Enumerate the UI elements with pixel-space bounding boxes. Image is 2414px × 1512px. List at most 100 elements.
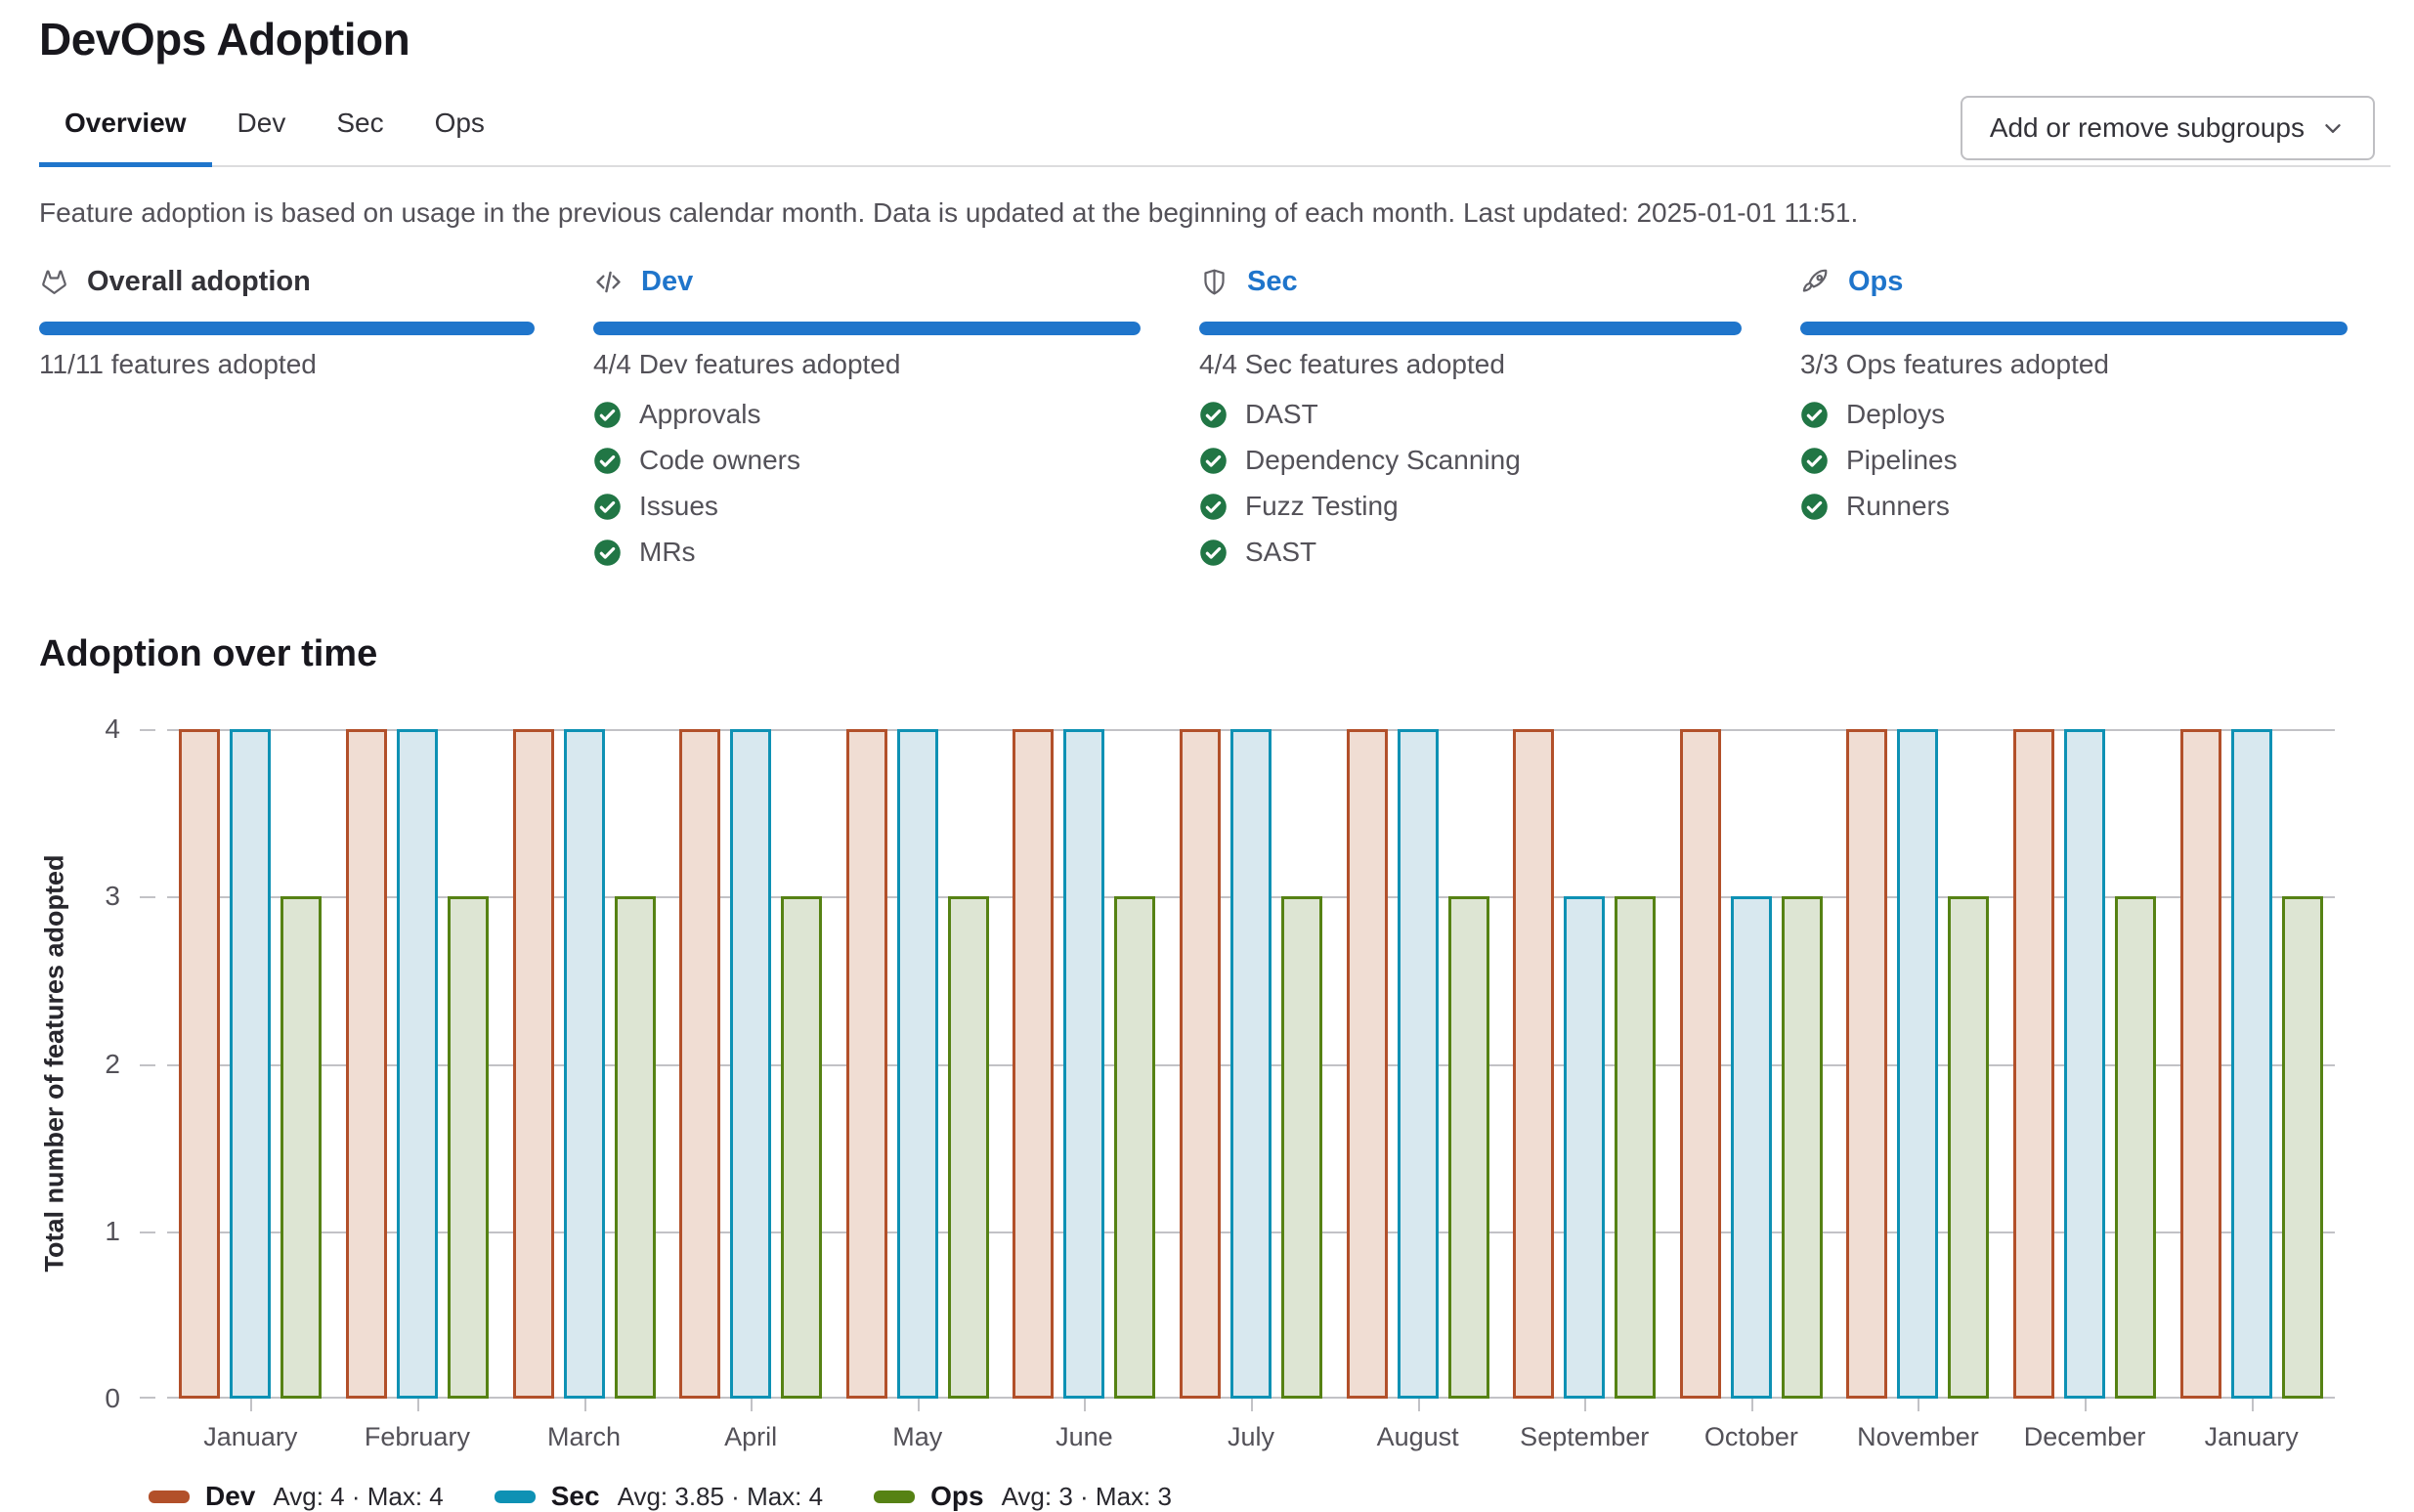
y-axis-label-1: 1 bbox=[105, 1215, 120, 1246]
bar-ops-8-september[interactable] bbox=[1615, 896, 1657, 1399]
y-axis-label-2: 2 bbox=[105, 1048, 120, 1079]
adoption-progress-fill bbox=[1800, 322, 2348, 335]
bar-sec-3-april[interactable] bbox=[730, 729, 772, 1399]
x-axis-label-6-july: July bbox=[1227, 1422, 1275, 1451]
bar-dev-2-march[interactable] bbox=[512, 729, 554, 1399]
check-circle-icon bbox=[593, 401, 622, 429]
adoption-progress-fill bbox=[593, 322, 1141, 335]
x-axis-label-11-december: December bbox=[2023, 1422, 2146, 1451]
bar-sec-11-december[interactable] bbox=[2064, 729, 2106, 1399]
x-axis-label-0-january: January bbox=[203, 1422, 298, 1451]
bar-ops-4-may[interactable] bbox=[947, 896, 989, 1399]
feature-item: Code owners bbox=[593, 442, 1141, 479]
check-circle-icon bbox=[593, 493, 622, 521]
x-axis-label-8-september: September bbox=[1520, 1422, 1650, 1451]
x-axis-tick bbox=[1584, 1399, 1587, 1411]
bar-sec-12-january[interactable] bbox=[2230, 729, 2272, 1399]
check-circle-icon bbox=[593, 539, 622, 567]
add-remove-subgroups-button[interactable]: Add or remove subgroups bbox=[1960, 96, 2375, 160]
feature-label: Deploys bbox=[1846, 399, 1946, 429]
bar-dev-9-october[interactable] bbox=[1679, 729, 1721, 1399]
bar-sec-8-september[interactable] bbox=[1564, 896, 1606, 1399]
bar-dev-11-december[interactable] bbox=[2013, 729, 2055, 1399]
adoption-progress-bar bbox=[1800, 322, 2348, 335]
bar-sec-10-november[interactable] bbox=[1897, 729, 1939, 1399]
bar-ops-9-october[interactable] bbox=[1781, 896, 1823, 1399]
bar-sec-5-june[interactable] bbox=[1063, 729, 1105, 1399]
bar-dev-6-july[interactable] bbox=[1180, 729, 1221, 1399]
tab-sec[interactable]: Sec bbox=[311, 86, 409, 167]
bar-ops-3-april[interactable] bbox=[781, 896, 823, 1399]
bar-ops-0-january[interactable] bbox=[280, 896, 323, 1399]
tab-dev[interactable]: Dev bbox=[212, 86, 312, 167]
legend-series-name: Ops bbox=[930, 1481, 984, 1511]
bar-ops-1-february[interactable] bbox=[447, 896, 489, 1399]
adoption-progress-bar bbox=[1199, 322, 1742, 335]
bar-ops-10-november[interactable] bbox=[1948, 896, 1990, 1399]
tab-bar: Overview Dev Sec Ops Add or remove subgroup… bbox=[39, 86, 2391, 167]
x-axis-tick bbox=[1251, 1399, 1253, 1411]
bar-sec-2-march[interactable] bbox=[563, 729, 605, 1399]
x-axis-label-5-june: June bbox=[1056, 1422, 1113, 1451]
x-axis-tick bbox=[1750, 1399, 1753, 1411]
bar-dev-8-september[interactable] bbox=[1513, 729, 1555, 1399]
feature-list: Deploys Pipelines Runners bbox=[1800, 396, 2348, 525]
feature-label: Issues bbox=[639, 491, 718, 521]
feature-label: Fuzz Testing bbox=[1245, 491, 1399, 521]
bar-sec-4-may[interactable] bbox=[896, 729, 938, 1399]
tab-ops[interactable]: Ops bbox=[410, 86, 510, 167]
bar-dev-10-november[interactable] bbox=[1846, 729, 1888, 1399]
bar-dev-5-june[interactable] bbox=[1013, 729, 1055, 1399]
card-summary: 11/11 features adopted bbox=[39, 349, 317, 379]
bar-sec-6-july[interactable] bbox=[1230, 729, 1272, 1399]
x-axis-tick bbox=[583, 1399, 586, 1411]
bar-dev-3-april[interactable] bbox=[679, 729, 721, 1399]
bar-ops-7-august[interactable] bbox=[1447, 896, 1489, 1399]
check-circle-icon bbox=[1199, 493, 1228, 521]
bar-dev-7-august[interactable] bbox=[1346, 729, 1388, 1399]
bar-dev-0-january[interactable] bbox=[179, 729, 221, 1399]
x-axis-label-3-april: April bbox=[724, 1422, 778, 1451]
x-axis-tick bbox=[751, 1399, 754, 1411]
bar-ops-6-july[interactable] bbox=[1281, 896, 1322, 1399]
y-axis-tick bbox=[140, 1231, 155, 1233]
legend-item-ops[interactable]: Ops Avg: 3 · Max: 3 bbox=[874, 1481, 1172, 1512]
bar-ops-5-june[interactable] bbox=[1114, 896, 1156, 1399]
legend-item-sec[interactable]: Sec Avg: 3.85 · Max: 4 bbox=[494, 1481, 824, 1512]
bar-dev-12-january[interactable] bbox=[2179, 729, 2221, 1399]
feature-label: Approvals bbox=[639, 399, 761, 429]
feature-adoption-info-text: Feature adoption is based on usage in th… bbox=[39, 197, 1859, 228]
adoption-card-dev: Dev 4/4 Dev features adopted Approvals Code… bbox=[593, 265, 1141, 580]
chart-y-axis-title: Total number of features adopted bbox=[39, 854, 69, 1273]
card-title-dev[interactable]: Dev bbox=[641, 265, 694, 297]
legend-series-name: Dev bbox=[205, 1481, 256, 1511]
y-axis-label-4: 4 bbox=[105, 713, 120, 744]
card-header: Sec bbox=[1199, 265, 1742, 298]
feature-item: Runners bbox=[1800, 488, 2348, 525]
legend-series-stats: Avg: 3.85 · Max: 4 bbox=[617, 1481, 824, 1511]
x-axis-tick bbox=[2251, 1399, 2254, 1411]
feature-item: Issues bbox=[593, 488, 1141, 525]
bar-dev-1-february[interactable] bbox=[345, 729, 387, 1399]
card-summary: 3/3 Ops features adopted bbox=[1800, 349, 2109, 379]
bar-sec-0-january[interactable] bbox=[230, 729, 272, 1399]
check-circle-icon bbox=[1800, 401, 1829, 429]
bar-ops-11-december[interactable] bbox=[2115, 896, 2157, 1399]
bar-sec-9-october[interactable] bbox=[1730, 896, 1772, 1399]
adoption-card-sec: Sec 4/4 Sec features adopted DAST Dependenc… bbox=[1199, 265, 1742, 580]
feature-label: Pipelines bbox=[1846, 445, 1958, 475]
shield-icon bbox=[1199, 267, 1229, 297]
bar-dev-4-may[interactable] bbox=[845, 729, 887, 1399]
bar-sec-1-february[interactable] bbox=[396, 729, 438, 1399]
card-title-sec[interactable]: Sec bbox=[1247, 265, 1298, 297]
bar-sec-7-august[interactable] bbox=[1397, 729, 1439, 1399]
adoption-card-overall-adoption: Overall adoption 11/11 features adopted bbox=[39, 265, 535, 580]
rocket-icon bbox=[1800, 267, 1831, 297]
y-axis-tick bbox=[140, 896, 155, 899]
feature-label: SAST bbox=[1245, 537, 1317, 567]
tab-overview[interactable]: Overview bbox=[39, 86, 212, 167]
bar-ops-12-january[interactable] bbox=[2281, 896, 2323, 1399]
card-title-ops[interactable]: Ops bbox=[1848, 265, 1904, 297]
bar-ops-2-march[interactable] bbox=[614, 896, 656, 1399]
legend-item-dev[interactable]: Dev Avg: 4 · Max: 4 bbox=[149, 1481, 444, 1512]
